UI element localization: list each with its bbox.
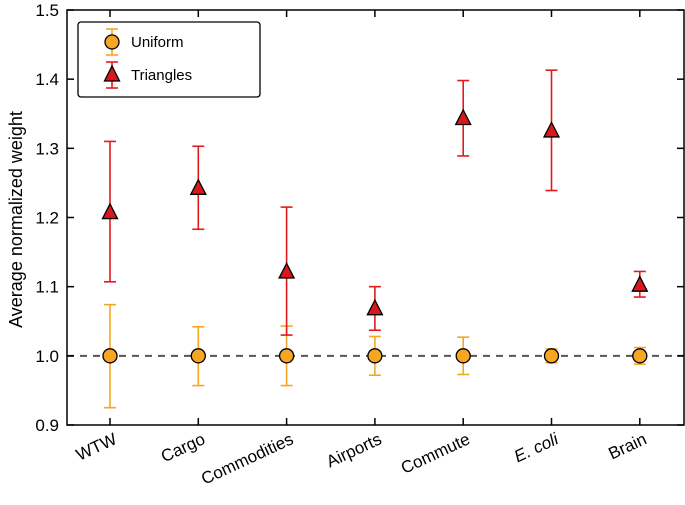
x-category-label: Cargo [158,429,208,466]
x-category-label: Brain [605,429,649,463]
y-tick-label: 1.4 [35,70,59,89]
uniform-point [190,348,206,364]
triangles-point [366,298,384,316]
triangles-point [101,202,119,220]
triangles-point [454,108,472,126]
uniform-point [632,348,648,364]
x-category-label: Commute [398,429,473,477]
uniform-point [367,348,383,364]
y-tick-label: 1.1 [35,278,59,297]
uniform-point [102,348,118,364]
legend-box [77,21,261,98]
legend-label: Triangles [131,67,192,84]
legend-uniform-marker [104,34,120,50]
y-tick-label: 1.0 [35,347,59,366]
triangles-point [278,262,296,279]
y-axis-title: Average normalized weight [6,111,26,328]
x-category-label: Airports [323,429,384,471]
y-tick-label: 0.9 [35,416,59,435]
y-tick-label: 1.5 [35,1,59,20]
x-category-label: WTW [73,429,120,464]
x-category-label: Commodities [198,429,296,488]
x-category-label: E. coli [511,429,562,466]
legend-label: Uniform [131,34,184,51]
uniform-point [455,348,471,364]
triangles-point [189,178,207,195]
y-tick-label: 1.2 [35,209,59,228]
uniform-point [278,348,295,364]
legend-triangles-marker [103,64,121,82]
triangles-point [542,120,561,138]
y-tick-label: 1.3 [35,139,59,158]
uniform-point [543,348,560,364]
triangles-point [631,275,649,292]
